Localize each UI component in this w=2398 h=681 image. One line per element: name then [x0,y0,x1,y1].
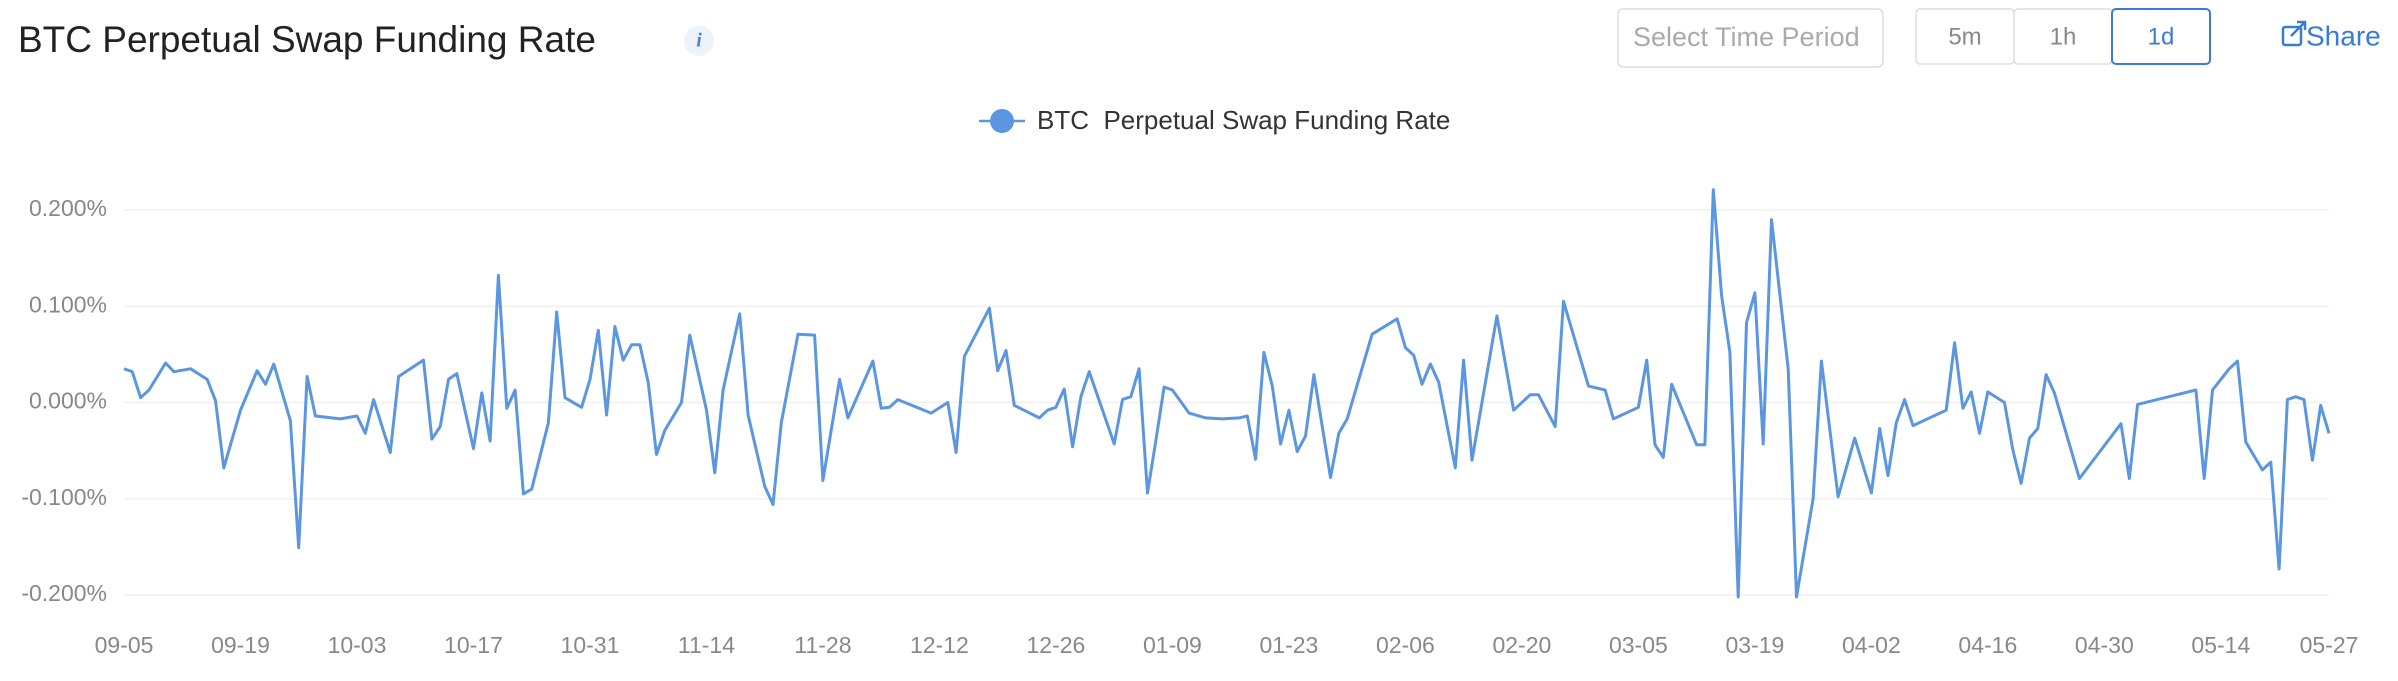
time-select-placeholder: Select Time Period [1633,22,1860,52]
y-tick-label: -0.100% [21,484,107,510]
svg-text:i: i [696,30,702,52]
interval-button[interactable]: 1h [2013,8,2113,65]
x-tick-label: 09-19 [211,632,270,658]
time-select[interactable]: Select Time Period [1617,8,1884,68]
button-label: 1d [2148,23,2175,50]
x-tick-label: 10-17 [444,632,503,658]
button-label: 1h [2050,23,2077,50]
x-tick-label: 04-30 [2075,632,2134,658]
x-tick-label: 03-05 [1609,632,1668,658]
x-tick-label: 01-23 [1259,632,1318,658]
data-line [123,188,2331,599]
legend-item[interactable]: BTC Perpetual Swap Funding Rate [979,105,1450,135]
chart-title: BTC Perpetual Swap Funding Rate [18,19,596,60]
x-tick-label: 10-03 [328,632,387,658]
y-tick-label: 0.000% [29,388,107,414]
x-tick-label: 05-14 [2191,632,2250,658]
interval-button[interactable]: 1d [2111,8,2211,65]
y-tick-label: 0.200% [29,195,107,221]
share-link[interactable]: Share [2281,20,2381,51]
x-tick-label: 11-14 [678,632,735,658]
x-tick-label: 12-26 [1027,632,1086,658]
x-tick-label: 05-27 [2300,632,2359,658]
x-tick-label: 02-20 [1492,632,1551,658]
x-tick-label: 10-31 [561,632,620,658]
x-tick-label: 04-16 [1958,632,2017,658]
x-tick-label: 03-19 [1725,632,1784,658]
x-tick-label: 02-06 [1376,632,1435,658]
legend-label: BTC Perpetual Swap Funding Rate [1037,105,1450,135]
button-label: 5m [1948,23,1981,50]
y-tick-label: 0.100% [29,291,107,317]
interval-button[interactable]: 5m [1915,8,2015,65]
x-tick-label: 12-12 [910,632,969,658]
x-tick-label: 04-02 [1842,632,1901,658]
button-box [2111,8,2211,65]
x-tick-label: 01-09 [1143,632,1202,658]
x-tick-label: 09-05 [95,632,154,658]
share-text: Share [2306,20,2381,51]
y-tick-label: -0.200% [21,580,107,606]
info-icon[interactable]: i [684,26,714,56]
x-tick-label: 11-28 [794,632,851,658]
legend-marker [990,109,1014,133]
